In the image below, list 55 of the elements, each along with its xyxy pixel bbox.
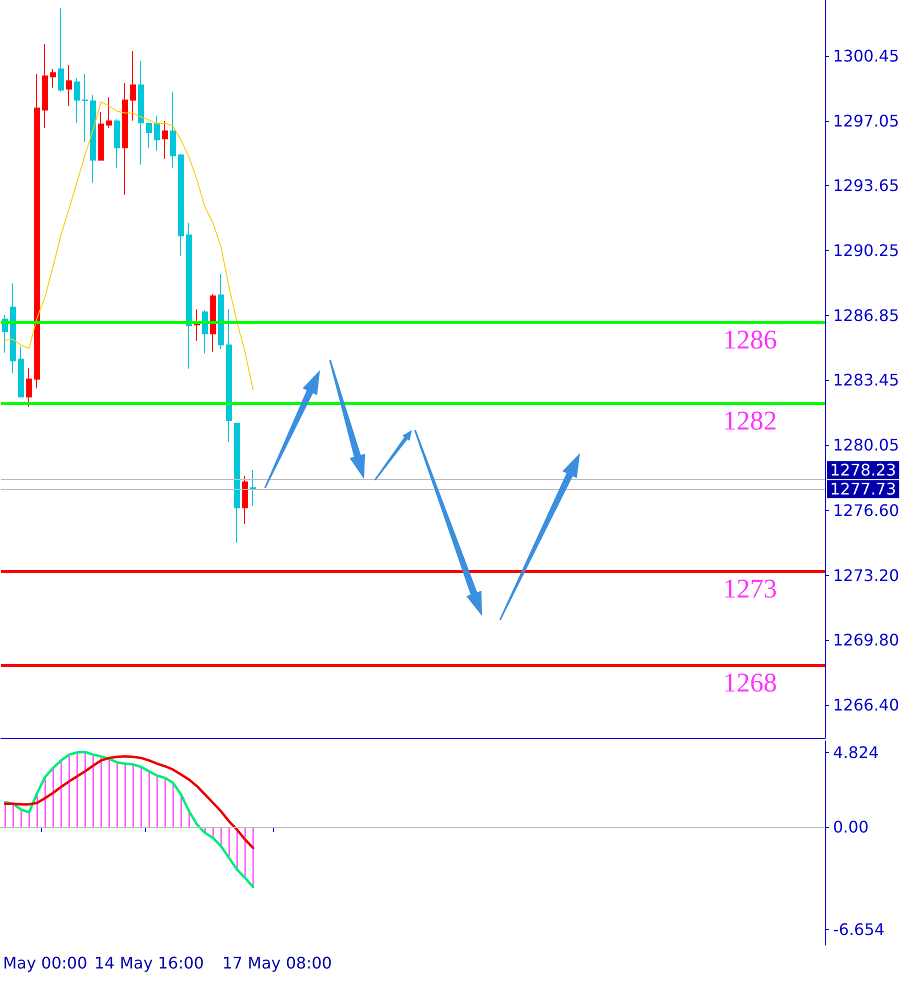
candlestick <box>130 50 136 122</box>
candlestick <box>34 73 40 389</box>
ref-line-label: 1282 <box>723 406 777 436</box>
candlestick <box>226 308 232 442</box>
y-tick-label: 1283.45 <box>833 370 900 390</box>
line-series <box>4 755 254 850</box>
y-tick-label: 1269.80 <box>833 630 900 650</box>
text: 1277.73 <box>830 480 896 499</box>
y-tick-label: 1290.25 <box>833 240 900 260</box>
candlestick <box>90 94 96 184</box>
text: 1278.23 <box>830 460 896 480</box>
candlestick <box>170 92 176 168</box>
candlestick <box>138 60 144 166</box>
candlestick <box>10 282 16 374</box>
candlestick <box>146 122 152 148</box>
candlestick <box>218 274 224 350</box>
candlestick <box>162 120 168 160</box>
x-tick-label: 17 May 08:00 <box>222 954 332 972</box>
candlestick <box>122 82 128 196</box>
candlestick <box>186 222 192 370</box>
y-tick-label: 1286.85 <box>833 306 900 325</box>
line-series <box>4 750 254 888</box>
line-series <box>4 101 254 390</box>
candlestick <box>154 116 160 152</box>
candlestick <box>210 294 216 352</box>
ref-line-label: 1286 <box>723 324 777 355</box>
ref-line-label: 1268 <box>723 668 777 698</box>
y-tick-label: 1273.20 <box>833 566 900 585</box>
x-tick-label: May 00:00 <box>2 954 88 972</box>
candlestick <box>98 112 104 161</box>
y-tick-label: 1276.60 <box>833 501 900 520</box>
y-tick-label: 4.824 <box>833 743 879 762</box>
candlestick <box>242 476 248 524</box>
candlestick <box>82 73 88 142</box>
candlestick <box>250 470 256 506</box>
candlestick <box>50 68 56 88</box>
candlestick <box>74 78 80 124</box>
candlestick <box>58 8 64 92</box>
y-tick-label: 1280.05 <box>833 435 900 454</box>
candlestick <box>234 422 240 544</box>
candlestick <box>178 154 184 256</box>
x-tick-label: 14 May 16:00 <box>94 954 204 972</box>
y-tick-label: 1266.40 <box>833 696 900 715</box>
candlestick <box>66 64 72 106</box>
candlestick <box>106 96 112 128</box>
y-tick-label: 1297.05 <box>833 111 900 130</box>
candlestick <box>26 368 32 408</box>
candlestick <box>18 346 24 398</box>
ref-line-label: 1273 <box>723 574 777 604</box>
y-tick-label: 0.00 <box>833 817 869 836</box>
y-tick-label: -6.654 <box>833 920 885 939</box>
y-tick-label: 1293.65 <box>833 176 900 196</box>
candlestick <box>42 44 48 128</box>
y-tick-label: 1300.45 <box>833 46 900 66</box>
candlestick <box>114 118 120 168</box>
